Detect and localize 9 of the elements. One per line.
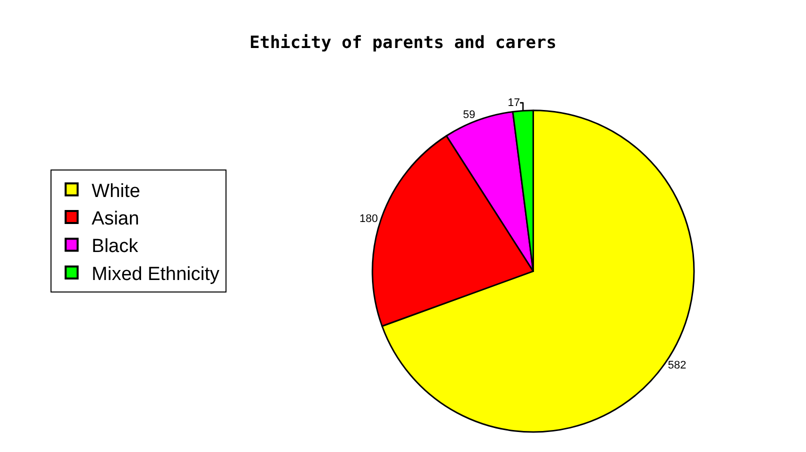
data-label: 582 (668, 359, 686, 372)
legend-label: Asian (92, 208, 140, 230)
legend-label: Black (92, 236, 139, 258)
legend-label: White (92, 180, 140, 202)
chart-title: Ethicity of parents and carers (249, 33, 557, 54)
data-label: 180 (360, 213, 378, 226)
legend-label: Mixed Ethnicity (92, 264, 220, 285)
data-label: 17 (508, 96, 520, 109)
data-label: 59 (463, 108, 476, 121)
